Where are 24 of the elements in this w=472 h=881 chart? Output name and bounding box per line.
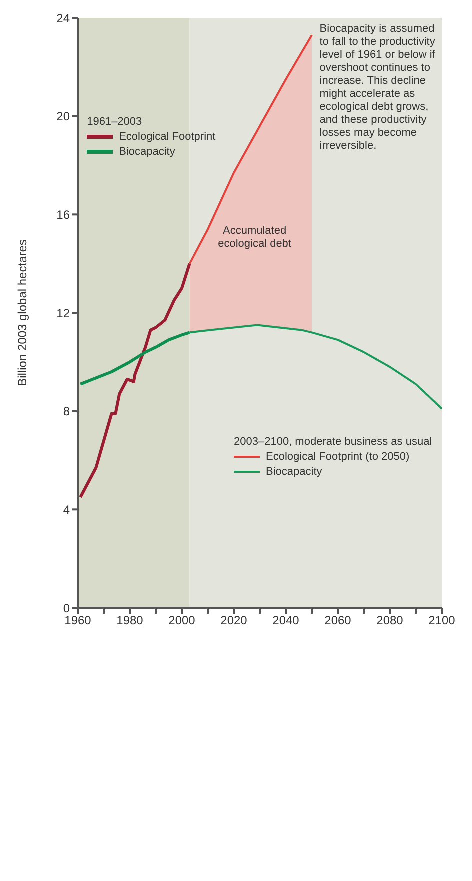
annotation: Accumulated ecological debt [217,225,292,252]
legend-title: 1961–2003 [87,116,144,128]
x-tick-label: 2080 [376,614,404,628]
legend-label: Ecological Footprint [119,131,216,144]
legend-label: Biocapacity [266,466,322,478]
text: Biocapacity is assumed to fall to the productivity level of 1961 or below if overshoot continues to increase. This decline might accelerate as ecological debt grows, and these productivity losses may become irreversible. [320,22,436,152]
x-tick-label: 1960 [64,614,92,628]
y-tick-label: 24 [56,11,70,26]
y-tick-label: 4 [63,502,70,517]
x-tick-label: 2020 [220,614,248,628]
y-axis-title: Billion 2003 global hectares [15,240,30,386]
legend-label: Biocapacity [119,146,176,158]
y-tick-label: 0 [63,601,70,616]
x-tick-label: 2100 [428,614,456,628]
x-tick-label: 2040 [272,614,300,628]
annotation: 2003–2100, moderate business as usual [234,436,434,448]
y-tick-label: 12 [56,306,70,320]
y-tick-label: 8 [63,404,70,419]
y-tick-label: 20 [56,110,70,124]
legend-label: Ecological Footprint (to 2050) [266,450,410,463]
x-tick-label: 2000 [168,614,196,628]
x-tick-label: 2060 [324,614,352,628]
y-tick-label: 16 [56,208,70,222]
x-tick-label: 1980 [116,614,144,628]
